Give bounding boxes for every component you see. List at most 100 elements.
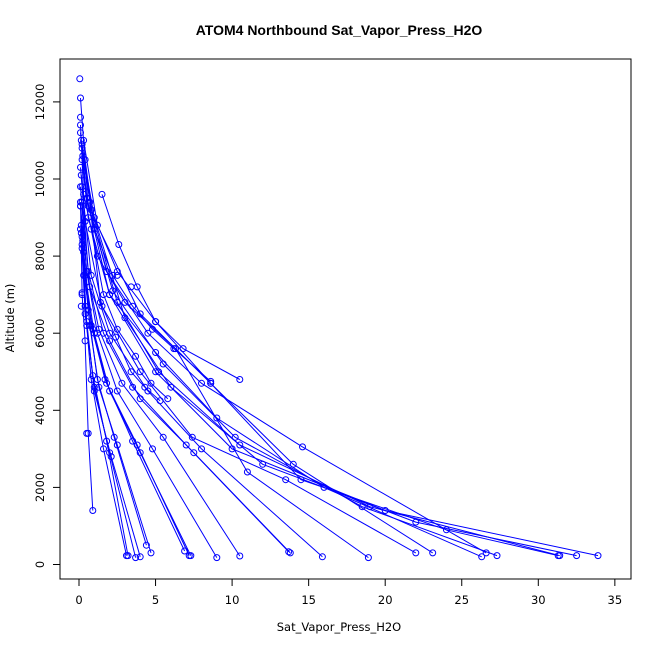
data-point — [113, 387, 121, 395]
profile-line — [81, 159, 482, 558]
data-point — [81, 156, 89, 164]
data-point — [76, 75, 84, 83]
data-point — [185, 552, 193, 560]
data-point — [493, 552, 501, 560]
data-point — [147, 379, 155, 387]
data-point — [155, 368, 163, 376]
y-tick-label: 2000 — [33, 473, 47, 502]
data-point — [167, 383, 175, 391]
x-tick-label: 20 — [378, 593, 393, 607]
y-tick-label: 4000 — [33, 396, 47, 425]
data-point — [115, 241, 123, 248]
data-point — [113, 271, 121, 279]
data-point — [110, 433, 118, 441]
data-point — [132, 352, 140, 360]
data-point — [594, 552, 602, 560]
x-tick-label: 15 — [301, 593, 316, 607]
data-point — [87, 376, 95, 383]
data-point — [113, 268, 121, 275]
data-point — [147, 549, 155, 557]
data-point — [179, 345, 187, 353]
x-tick-label: 30 — [531, 593, 546, 607]
data-point — [259, 460, 267, 468]
data-point — [289, 460, 297, 468]
data-point — [118, 379, 126, 387]
data-point — [103, 379, 111, 387]
data-point — [152, 349, 160, 356]
data-point — [77, 171, 85, 179]
y-tick-label: 8000 — [33, 241, 47, 270]
data-point — [182, 441, 190, 449]
x-axis: 0 5 10 15 20 25 30 35 — [75, 578, 623, 607]
profile-line — [83, 252, 186, 552]
data-point — [152, 318, 160, 326]
data-point — [127, 368, 135, 376]
data-point — [207, 377, 215, 385]
chart-title: ATOM4 Northbound Sat_Vapor_Press_H2O — [196, 22, 483, 38]
data-point — [141, 383, 149, 391]
y-tick-label: 10000 — [33, 161, 47, 198]
data-point — [573, 552, 581, 560]
profile-line — [90, 229, 169, 400]
data-point — [285, 548, 293, 556]
profile-line — [80, 205, 218, 558]
data-point — [149, 445, 156, 453]
y-axis: 0 2000 4000 6000 8000 10000 12000 — [33, 84, 61, 568]
data-point — [78, 140, 86, 148]
profile-line — [101, 194, 241, 380]
y-tick-label: 12000 — [33, 84, 47, 121]
y-axis-label: Altitude (m) — [3, 284, 17, 353]
data-point — [478, 553, 486, 561]
data-point — [77, 94, 84, 102]
data-point — [297, 476, 305, 484]
data-point — [231, 433, 239, 441]
x-tick-label: 0 — [75, 593, 82, 607]
profile-line — [80, 225, 127, 556]
data-point — [149, 325, 156, 333]
data-point — [78, 289, 86, 297]
data-point — [77, 121, 84, 129]
data-point — [243, 468, 251, 476]
profile-line — [80, 175, 290, 553]
profile-line — [80, 167, 417, 554]
data-point — [429, 549, 437, 557]
data-point — [136, 368, 144, 376]
data-point — [112, 333, 120, 341]
x-tick-label: 35 — [608, 593, 623, 607]
data-point — [299, 443, 306, 451]
data-point — [188, 433, 196, 441]
data-point — [81, 302, 89, 310]
data-point — [159, 433, 167, 441]
data-point — [170, 345, 178, 353]
profile-line — [80, 124, 369, 559]
data-point — [86, 198, 94, 206]
data-point — [83, 429, 91, 437]
data-point — [129, 383, 137, 391]
data-point — [207, 379, 215, 387]
data-point — [113, 325, 121, 333]
data-point — [93, 252, 101, 260]
data-point — [442, 526, 450, 534]
data-point — [101, 376, 109, 383]
data-point — [100, 291, 107, 299]
data-point — [213, 554, 221, 562]
data-point — [213, 414, 221, 422]
x-axis-label: Sat_Vapor_Press_H2O — [277, 620, 401, 634]
data-point — [286, 549, 294, 557]
data-point — [123, 552, 130, 560]
data-point — [98, 190, 106, 198]
profile-line — [83, 140, 559, 557]
y-tick-label: 0 — [33, 561, 47, 568]
data-point — [181, 547, 189, 555]
data-point — [77, 198, 84, 206]
data-point — [236, 441, 244, 449]
y-tick-label: 6000 — [33, 319, 47, 348]
data-point — [103, 437, 111, 445]
data-point — [198, 379, 205, 387]
data-point — [89, 372, 97, 380]
data-point — [121, 298, 129, 306]
data-point — [364, 554, 372, 562]
data-point — [87, 225, 95, 233]
